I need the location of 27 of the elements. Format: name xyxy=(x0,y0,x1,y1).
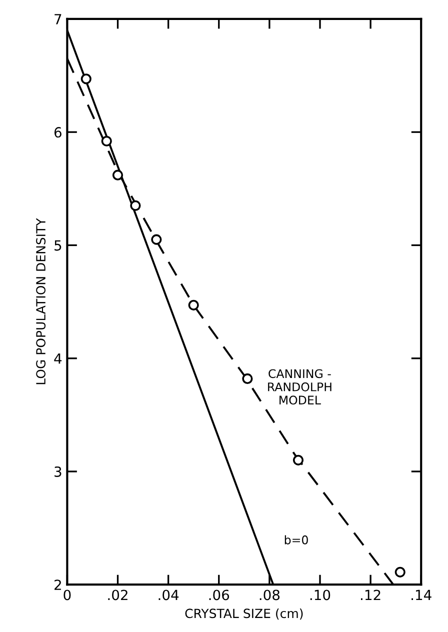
x-tick-label: .14 xyxy=(412,590,432,600)
x-tick-label: .08 xyxy=(260,590,280,600)
y-tick-label: 2 xyxy=(54,580,61,590)
y-tick-label: 7 xyxy=(54,14,62,24)
y-tick-label: 3 xyxy=(54,466,62,477)
annotation: b=0 xyxy=(284,535,308,544)
x-tick-label: .04 xyxy=(158,590,179,600)
point xyxy=(242,373,253,384)
x-tick-label: .06 xyxy=(209,590,230,600)
x-axis-title: CRYSTAL SIZE (cm) xyxy=(185,608,303,620)
point xyxy=(80,74,92,84)
y-tick-label: 5 xyxy=(54,240,62,251)
x-tick-label: .02 xyxy=(108,590,128,600)
annotation: CANNING - RANDOLPH MODEL xyxy=(268,369,332,405)
point xyxy=(188,300,199,310)
y-axis-title: LOG POPULATION DENSITY xyxy=(36,218,46,384)
point xyxy=(112,170,124,180)
x-tick-label: 0 xyxy=(64,590,71,600)
point xyxy=(151,234,162,245)
y-tick-label: 6 xyxy=(54,127,62,138)
point xyxy=(292,454,304,466)
point xyxy=(130,200,141,211)
x-tick-label: .12 xyxy=(361,590,380,600)
y-tick-label: 4 xyxy=(54,353,62,364)
point xyxy=(101,136,112,146)
x-tick-label: .10 xyxy=(310,590,330,600)
point xyxy=(394,566,406,578)
